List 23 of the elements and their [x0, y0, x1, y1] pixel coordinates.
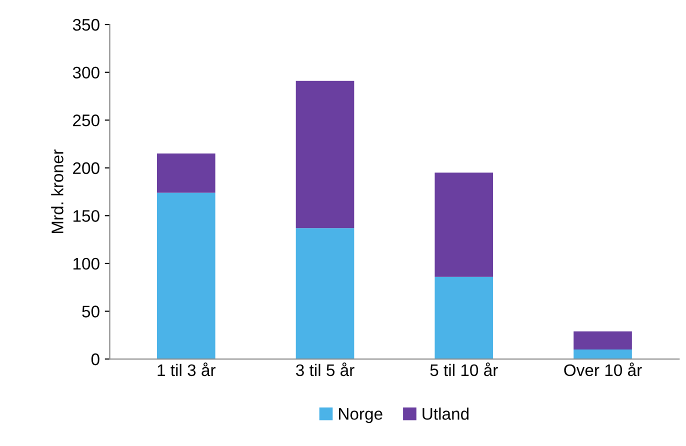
- y-tick-label: 200: [73, 162, 100, 174]
- bar: [156, 192, 216, 360]
- bar: [156, 154, 216, 193]
- y-axis-title: Mrd. kroner: [51, 149, 64, 234]
- y-tick-label: 150: [74, 210, 100, 222]
- y-tick-label: 50: [82, 306, 100, 318]
- bar: [296, 80, 354, 228]
- x-tick-label: 3 til 5 år: [296, 362, 354, 376]
- x-tick-label: Over 10 år: [564, 362, 642, 376]
- y-tick-label: 0: [91, 353, 100, 366]
- bar: [574, 349, 632, 360]
- bar: [296, 228, 354, 360]
- y-tick-label: 350: [72, 18, 100, 31]
- y-tick-label: 300: [72, 66, 100, 79]
- x-tick-label: 5 til 10 år: [430, 362, 498, 376]
- bar: [574, 331, 632, 350]
- bar: [434, 172, 494, 277]
- legend-label: Utland: [422, 408, 468, 420]
- y-tick-label: 250: [73, 114, 100, 126]
- x-tick-label: 1 til 3 år: [158, 362, 216, 376]
- legend-label: Norge: [339, 408, 382, 424]
- bar: [434, 276, 494, 360]
- y-tick-label: 100: [74, 258, 100, 270]
